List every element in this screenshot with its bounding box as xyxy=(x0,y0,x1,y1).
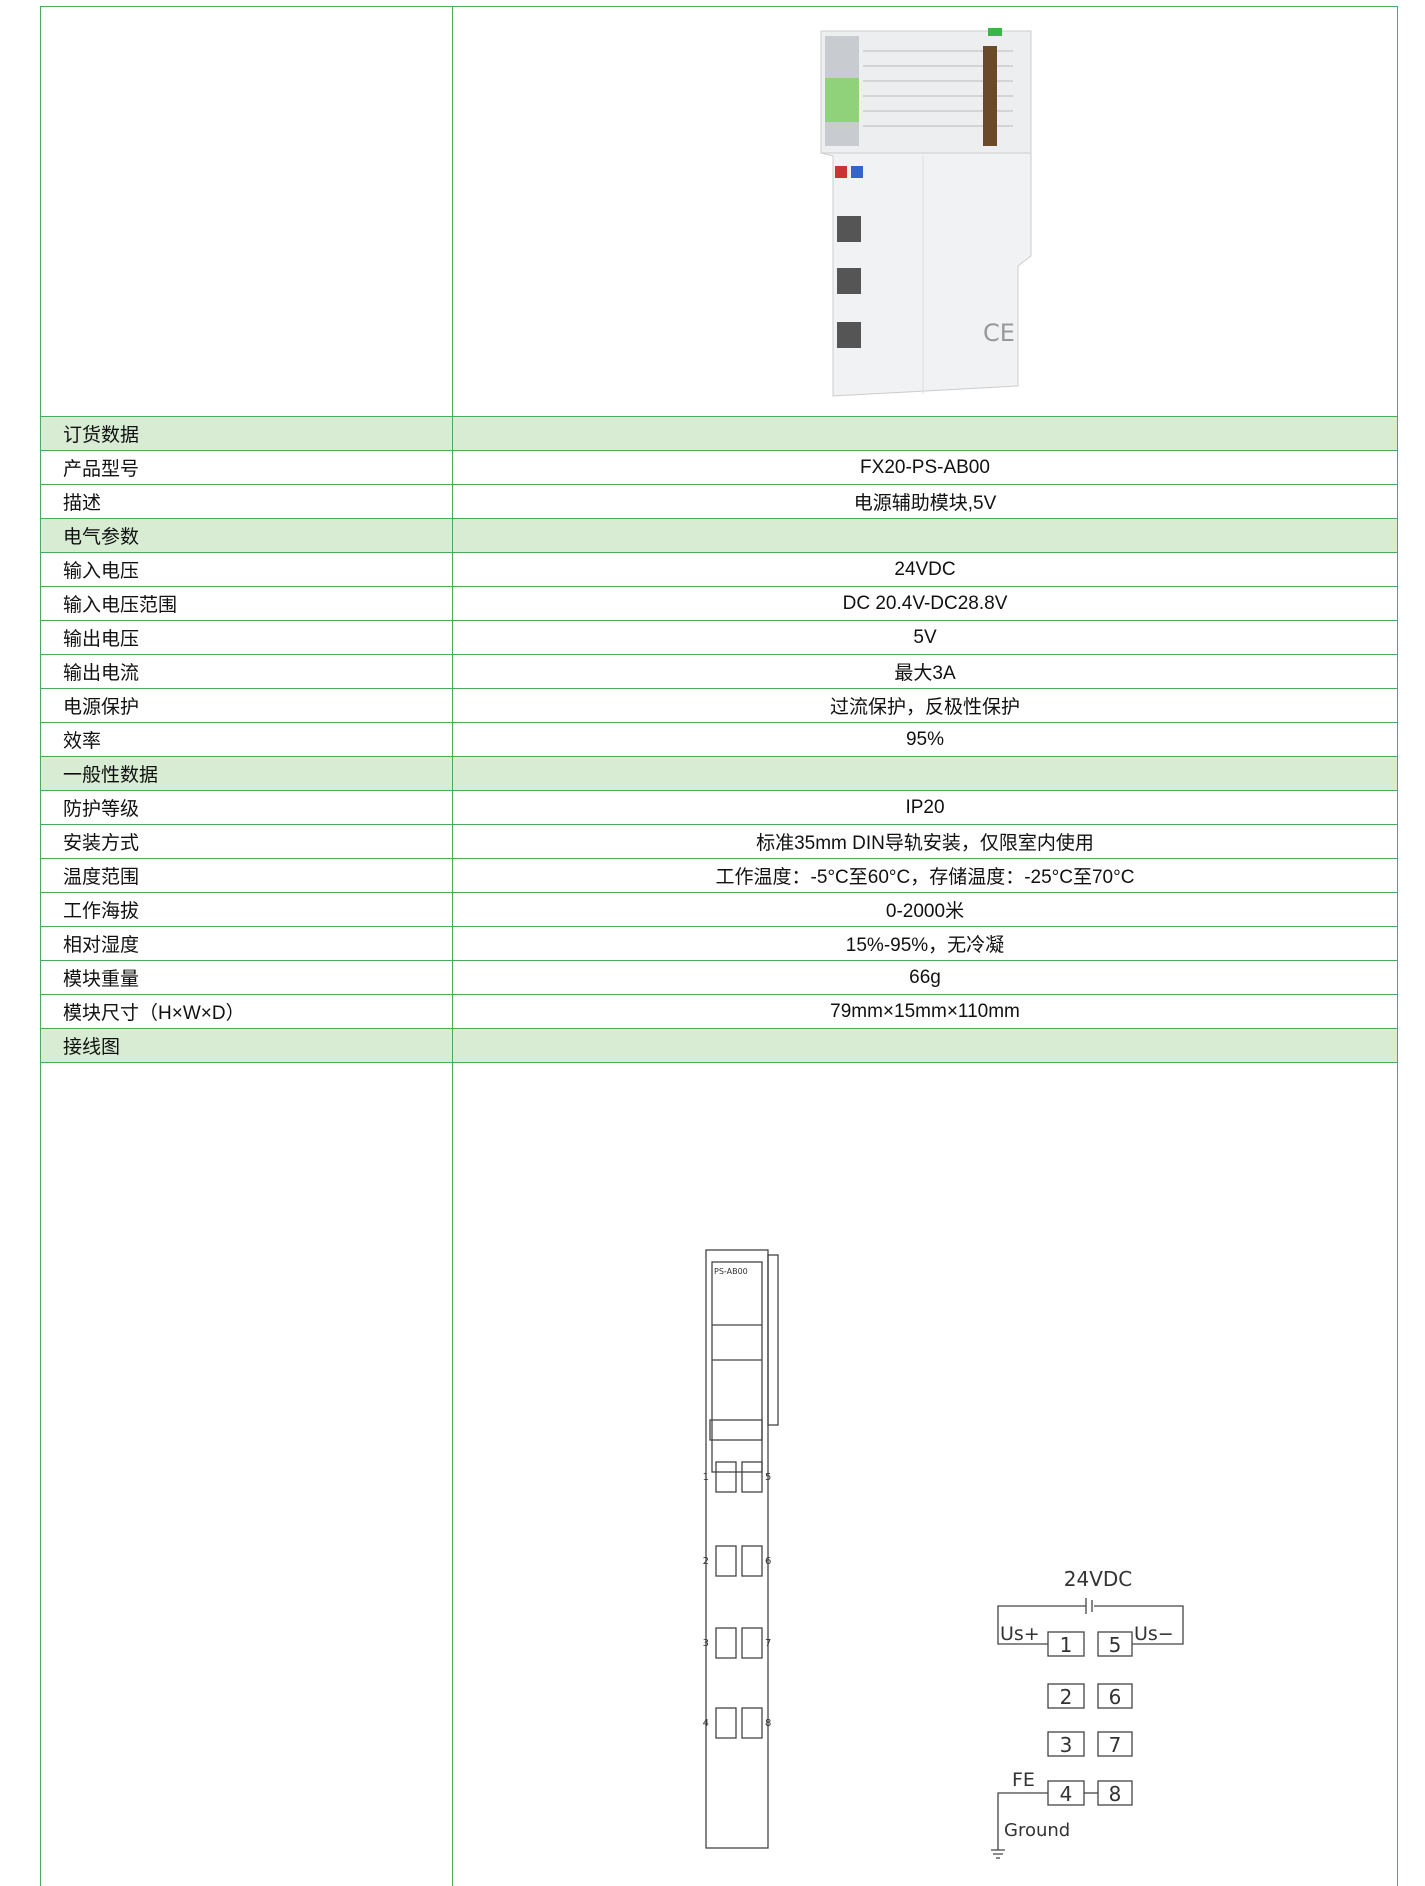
diagram-label: Us− xyxy=(1134,1623,1174,1645)
svg-text:CE: CE xyxy=(983,319,1015,347)
section-fill xyxy=(452,416,1398,451)
wiring-cell xyxy=(452,1062,1398,1886)
diagram-label: 4 xyxy=(1060,1782,1073,1806)
diagram-label: 2 xyxy=(703,1556,709,1567)
diagram-label: 5 xyxy=(765,1472,771,1483)
diagram-label: 1 xyxy=(703,1472,709,1483)
diagram-label: 24VDC xyxy=(1064,1567,1133,1591)
diagram-label: FE xyxy=(1012,1769,1035,1791)
section-title: 电气参数 xyxy=(40,518,453,553)
diagram-label: 2 xyxy=(1060,1685,1073,1709)
diagram-label: 3 xyxy=(703,1638,709,1649)
section-title: 接线图 xyxy=(40,1028,453,1063)
diagram-label: 6 xyxy=(765,1556,771,1567)
diagram-label: 6 xyxy=(1109,1685,1122,1709)
diagram-label: Us+ xyxy=(1000,1623,1040,1645)
section-title: 订货数据 xyxy=(40,416,453,451)
diagram-label: 3 xyxy=(1060,1733,1073,1757)
diagram-label: 7 xyxy=(1109,1733,1122,1757)
diagram-label: 1 xyxy=(1060,1633,1073,1657)
image-cell: CE xyxy=(452,6,1398,417)
diagram-label: 8 xyxy=(1109,1782,1122,1806)
diagram-label: 4 xyxy=(703,1718,709,1729)
product-photo: CE xyxy=(820,28,1032,397)
diagram-label: Ground xyxy=(1004,1820,1070,1841)
diagram-label: 5 xyxy=(1109,1633,1122,1657)
diagram-label: 8 xyxy=(765,1718,771,1729)
diagram-label: PS-AB00 xyxy=(714,1267,748,1276)
diagram-label: 7 xyxy=(765,1638,771,1649)
